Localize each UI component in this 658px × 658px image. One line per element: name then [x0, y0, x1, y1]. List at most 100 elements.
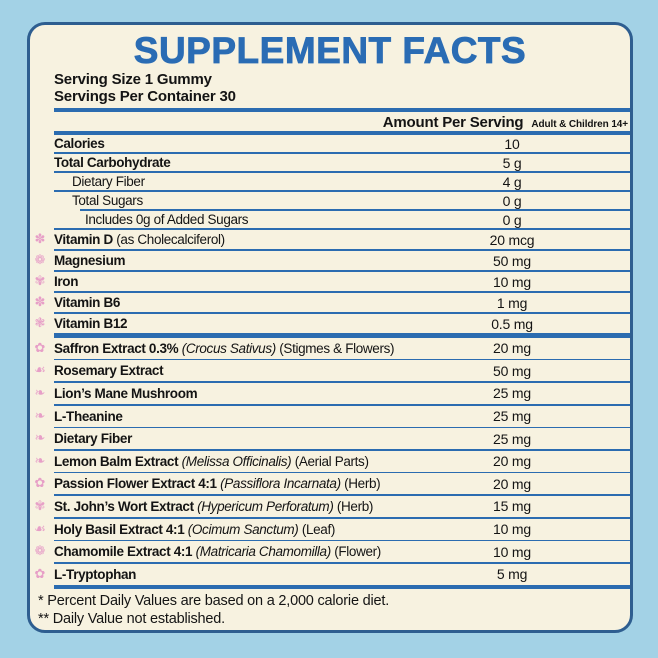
flower-icon: ✿	[34, 566, 46, 582]
flower-icon: ❁	[34, 544, 46, 560]
amount-value: 15 mg	[493, 498, 531, 515]
ingredient-note: (Herb)	[333, 498, 374, 514]
table-row: ✾ St. John’s Wort Extract (Hypericum Perf…	[30, 496, 630, 517]
row-divider	[54, 358, 630, 361]
ingredient-name: Dietary Fiber	[54, 174, 457, 189]
serving-size: Serving Size 1 Gummy	[54, 71, 212, 88]
ingredient-note: (Leaf)	[298, 521, 336, 537]
footnotes: * Percent Daily Values are based on a 2,…	[38, 593, 630, 628]
ingredient-title: Lemon Balm Extract	[54, 453, 179, 469]
table-row: ✿ Saffron Extract 0.3% (Crocus Sativus) (…	[30, 338, 630, 359]
ingredient-name: Calories	[54, 136, 457, 151]
ingredient-name: L-Theanine	[54, 409, 457, 424]
amount-value: 10 mg	[493, 543, 531, 560]
ingredient-latin-name: (Hypericum Perforatum)	[193, 498, 334, 514]
flower-icon: ✾	[34, 274, 46, 290]
ingredient-title: Chamomile Extract 4:1	[54, 544, 193, 560]
amount-value: 10	[504, 135, 520, 152]
row-divider	[54, 270, 630, 272]
flower-icon: ✽	[34, 232, 46, 248]
audience-header: Adult & Children 14+	[531, 118, 628, 130]
amount-value: 10 mg	[493, 521, 531, 537]
ingredient-title: Iron	[54, 274, 79, 290]
ingredient-note: (Flower)	[330, 544, 381, 560]
amount-per-serving-header: Amount Per Serving	[382, 113, 524, 131]
ingredient-title: Lion’s Mane Mushroom	[54, 385, 198, 401]
ingredient-title: Saffron Extract 0.3%	[54, 340, 179, 356]
leaf-icon: ☙	[34, 363, 46, 379]
ingredient-latin-name: (Passiflora Incarnata)	[216, 476, 341, 492]
table-row: ✿ Passion Flower Extract 4:1 (Passiflora …	[30, 473, 630, 494]
ingredient-title: Vitamin D	[54, 232, 113, 248]
row-divider	[54, 426, 630, 429]
row-divider	[54, 381, 630, 383]
table-row: Includes 0g of Added Sugars 0 g	[30, 211, 630, 228]
table-row: ✽ Vitamin B6 1 mg	[30, 293, 630, 312]
table-row: ❧ Lemon Balm Extract (Melissa Officinalis…	[30, 451, 630, 472]
row-divider	[54, 190, 630, 192]
row-divider	[54, 228, 630, 230]
ingredient-name: Vitamin D (as Cholecalciferol)	[54, 232, 457, 247]
amount-value: 0.5 mg	[491, 315, 533, 332]
supplement-facts-panel: SUPPLEMENT FACTS Serving Size 1 Gummy Se…	[27, 22, 633, 633]
table-row: ❧ L-Theanine 25 mg	[30, 406, 630, 427]
ingredient-title: Total Sugars	[72, 193, 143, 209]
ingredient-latin-name: (Crocus Sativus)	[178, 340, 277, 356]
leaf-icon: ☙	[34, 521, 46, 537]
ingredient-name: Vitamin B6	[54, 295, 457, 310]
flower-icon: ❁	[34, 253, 46, 269]
ingredient-name: Vitamin B12	[54, 316, 457, 331]
amount-value: 50 mg	[493, 252, 531, 269]
ingredient-note: (Herb)	[340, 476, 381, 492]
ingredient-note: (Aerial Parts)	[291, 453, 369, 469]
ingredient-latin-name: (Ocimum Sanctum)	[184, 521, 299, 537]
flower-icon: ✿	[34, 476, 46, 492]
ingredient-title: Holy Basil Extract 4:1	[54, 521, 185, 537]
amount-value: 5 g	[502, 154, 522, 171]
ingredient-name: Lion’s Mane Mushroom	[54, 386, 457, 401]
amount-value: 25 mg	[493, 385, 531, 402]
table-row: Total Sugars 0 g	[30, 192, 630, 209]
table-row: ✾ Iron 10 mg	[30, 272, 630, 291]
table-row: Calories 10	[30, 135, 630, 152]
table-row: ✽ Vitamin D (as Cholecalciferol) 20 mcg	[30, 230, 630, 249]
ingredient-title: Dietary Fiber	[54, 431, 132, 447]
amount-value: 20 mg	[493, 453, 531, 470]
ingredient-note: (Stigmes & Flowers)	[275, 340, 395, 356]
section-divider	[54, 584, 630, 590]
footnote-dv-not-established: ** Daily Value not established.	[38, 610, 225, 627]
ingredient-title: L-Tryptophan	[54, 566, 137, 582]
ingredient-title: L-Theanine	[54, 408, 123, 424]
ingredient-title: Vitamin B6	[54, 295, 121, 311]
ingredient-title: Dietary Fiber	[72, 174, 145, 190]
ingredient-title: Includes 0g of Added Sugars	[85, 212, 249, 228]
row-divider	[80, 209, 630, 211]
amount-value: 20 mg	[493, 475, 531, 492]
amount-value: 5 mg	[496, 566, 528, 583]
table-row: ❃ Vitamin B12 0.5 mg	[30, 314, 630, 333]
ingredient-name: Chamomile Extract 4:1 (Matricaria Chamom…	[54, 544, 457, 559]
ingredient-name: L-Tryptophan	[54, 567, 457, 582]
row-divider	[54, 562, 630, 564]
row-divider	[54, 249, 630, 251]
table-row: ❧ Lion’s Mane Mushroom 25 mg	[30, 383, 630, 404]
ingredient-name: Iron	[54, 274, 457, 289]
ingredient-title: Rosemary Extract	[54, 363, 164, 379]
amount-value: 1 mg	[496, 294, 528, 311]
ingredient-name: Total Carbohydrate	[54, 155, 457, 170]
amount-value: 20 mcg	[489, 231, 535, 248]
leaf-icon: ❧	[34, 453, 46, 469]
table-row: ☙ Holy Basil Extract 4:1 (Ocimum Sanctum)…	[30, 519, 630, 540]
amount-value: 0 g	[502, 192, 522, 209]
ingredient-latin-name: (Matricaria Chamomilla)	[192, 544, 332, 560]
amount-value: 25 mg	[493, 430, 531, 447]
flower-icon: ✾	[34, 498, 46, 514]
row-divider	[54, 516, 630, 519]
flower-icon: ❃	[34, 316, 46, 332]
table-row: ❧ Dietary Fiber 25 mg	[30, 428, 630, 449]
table-row: ❁ Chamomile Extract 4:1 (Matricaria Chamo…	[30, 541, 630, 562]
table-row: ❁ Magnesium 50 mg	[30, 251, 630, 270]
table-row: ☙ Rosemary Extract 50 mg	[30, 360, 630, 381]
row-divider	[54, 152, 630, 154]
